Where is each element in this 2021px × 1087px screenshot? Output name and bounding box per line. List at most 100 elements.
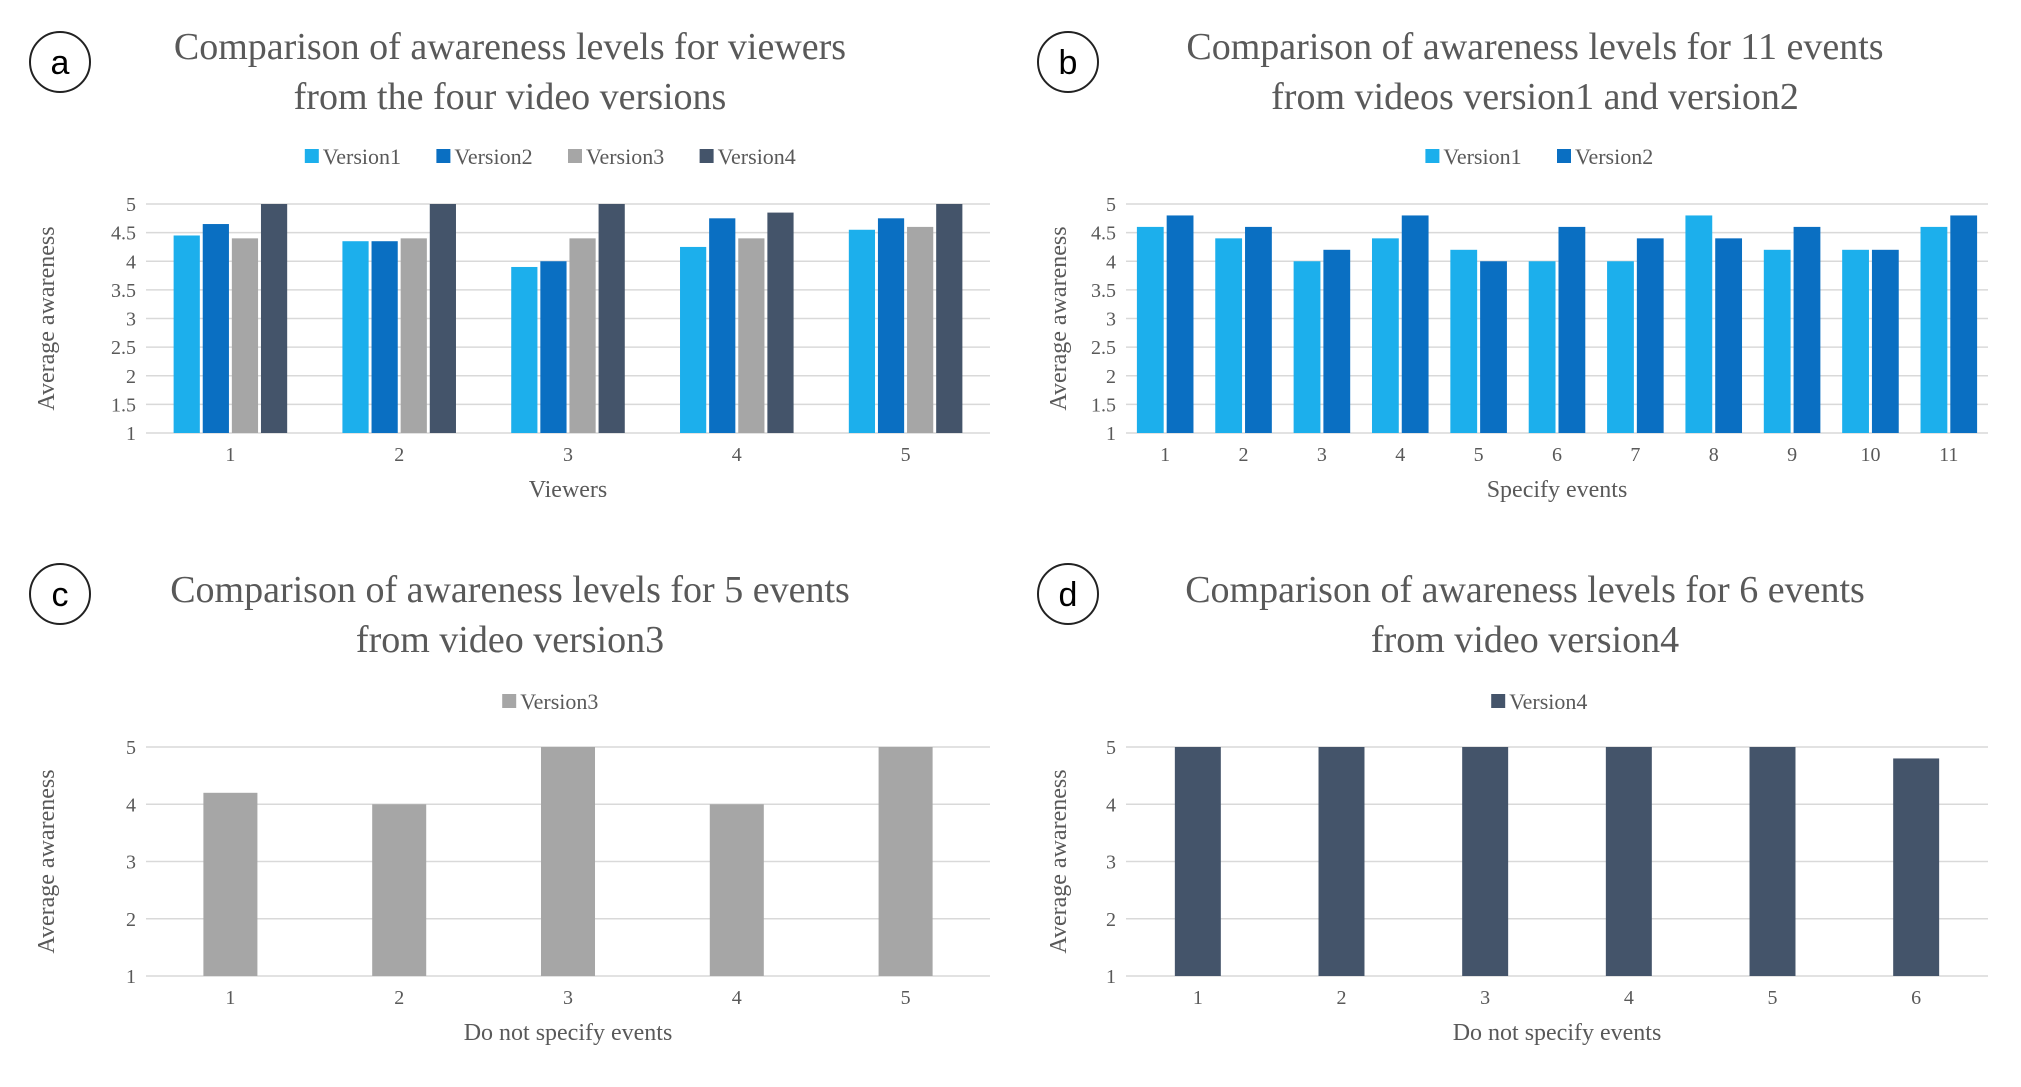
legend-swatch [699, 149, 714, 163]
x-tick-label: 5 [1768, 987, 1778, 1009]
legend-label: Version2 [1575, 144, 1653, 169]
legend-swatch [1491, 694, 1506, 708]
bar-version3-cat-4 [709, 804, 764, 976]
x-tick-label: 10 [1860, 444, 1880, 466]
bar-version2-cat-4 [709, 218, 736, 433]
bar-version2-cat-2 [1245, 226, 1272, 433]
y-tick-label: 5 [126, 737, 136, 759]
legend-label: Version3 [520, 689, 598, 714]
y-tick-label: 1 [126, 423, 136, 445]
y-tick-label: 1.5 [111, 394, 136, 416]
bar-version2-cat-11 [1950, 215, 1978, 433]
bar-version1-cat-8 [1685, 215, 1713, 433]
bar-version1-cat-2 [342, 241, 369, 433]
panel-c: c Comparison of awareness levels for 5 ev… [29, 563, 990, 1046]
bar-version3-cat-3 [569, 238, 596, 433]
legend-swatch [568, 149, 582, 163]
x-tick-label: 4 [1395, 444, 1405, 466]
bar-version2-cat-9 [1793, 226, 1821, 433]
x-tick-label: 2 [394, 987, 404, 1009]
y-tick-label: 2.5 [111, 337, 136, 359]
chart-title-line: from the four video versions [294, 76, 727, 118]
y-tick-label: 1.5 [1091, 394, 1116, 416]
y-tick-label: 1 [126, 966, 136, 988]
bar-version1-cat-7 [1607, 261, 1634, 433]
bar-version2-cat-10 [1871, 249, 1899, 433]
x-tick-label: 6 [1911, 987, 1921, 1009]
bar-version1-cat-4 [1371, 238, 1399, 433]
legend-swatch [1425, 149, 1440, 163]
chart-title-line: Comparison of awareness levels for 11 ev… [1186, 26, 1883, 68]
y-tick-label: 3.5 [1091, 280, 1116, 302]
bar-version3-cat-2 [372, 804, 427, 976]
bar-version4-cat-4 [767, 212, 794, 433]
bar-version2-cat-1 [202, 224, 229, 433]
x-tick-label: 9 [1787, 444, 1797, 466]
chart-title-line: Comparison of awareness levels for 6 eve… [1185, 569, 1865, 611]
y-tick-label: 1 [1106, 423, 1116, 445]
y-tick-label: 4 [1106, 794, 1116, 816]
x-tick-label: 1 [225, 987, 235, 1009]
panel-badge-label: b [1059, 44, 1078, 82]
bar-version4-cat-5 [1749, 747, 1796, 976]
legend-swatch [436, 149, 451, 163]
panel-badge-circle [29, 563, 91, 625]
y-tick-label: 5 [1106, 194, 1116, 216]
chart-title-line: Comparison of awareness levels for 5 eve… [170, 569, 850, 611]
bar-version1-cat-9 [1763, 249, 1791, 433]
legend-label: Version1 [1443, 144, 1521, 169]
x-tick-label: 7 [1630, 444, 1640, 466]
panel-badge-label: a [51, 44, 70, 82]
x-tick-label: 5 [901, 444, 911, 466]
y-tick-label: 4.5 [111, 223, 136, 245]
bar-version4-cat-3 [598, 204, 625, 433]
bar-version3-cat-4 [738, 238, 765, 433]
y-tick-label: 1 [1106, 966, 1116, 988]
panel-d: d Comparison of awareness levels for 6 ev… [1037, 563, 1988, 1046]
bar-version2-cat-4 [1401, 215, 1429, 433]
bar-version1-cat-3 [1293, 261, 1321, 433]
x-axis-label: Do not specify events [464, 1020, 673, 1046]
y-tick-label: 2 [126, 909, 136, 931]
y-tick-label: 2.5 [1091, 337, 1116, 359]
bar-version3-cat-5 [907, 226, 934, 433]
x-tick-label: 2 [1239, 444, 1249, 466]
panel-badge-label: c [52, 576, 69, 614]
bar-version2-cat-5 [1480, 261, 1507, 433]
bar-version4-cat-1 [1174, 747, 1221, 976]
bar-version4-cat-3 [1462, 747, 1509, 976]
x-axis-label: Specify events [1487, 477, 1628, 503]
bar-version1-cat-4 [680, 246, 707, 433]
bar-version1-cat-5 [1450, 249, 1478, 433]
panel-badge-label: d [1059, 576, 1078, 614]
bar-version4-cat-1 [260, 204, 288, 433]
x-tick-label: 2 [1337, 987, 1347, 1009]
x-tick-label: 3 [563, 444, 573, 466]
bar-version4-cat-2 [1318, 747, 1365, 976]
bar-version2-cat-1 [1166, 215, 1194, 433]
panel-badge-circle [1037, 31, 1099, 93]
bar-version1-cat-2 [1215, 238, 1243, 433]
y-tick-label: 5 [126, 194, 136, 216]
bar-version2-cat-3 [540, 261, 567, 433]
x-tick-label: 11 [1939, 444, 1958, 466]
y-tick-label: 2 [1106, 366, 1116, 388]
legend-label: Version4 [718, 144, 796, 169]
bar-version3-cat-3 [540, 747, 596, 976]
chart-title-line: from video version3 [356, 619, 664, 661]
x-tick-label: 5 [901, 987, 911, 1009]
chart-title-line: Comparison of awareness levels for viewe… [174, 26, 846, 68]
bar-version1-cat-1 [1136, 226, 1164, 433]
bar-version1-cat-1 [173, 235, 200, 433]
bar-version1-cat-10 [1842, 249, 1869, 433]
panel-b: b Comparison of awareness levels for 11 e… [1037, 26, 1988, 503]
y-tick-label: 5 [1106, 737, 1116, 759]
panel-badge-circle [29, 31, 91, 93]
y-tick-label: 4.5 [1091, 223, 1116, 245]
x-tick-label: 1 [225, 444, 235, 466]
bar-version3-cat-1 [231, 238, 259, 433]
panel-a: a Comparison of awareness levels for view… [29, 26, 990, 503]
x-tick-label: 4 [732, 987, 742, 1009]
bar-version4-cat-4 [1605, 747, 1652, 976]
bar-version3-cat-2 [400, 238, 427, 433]
